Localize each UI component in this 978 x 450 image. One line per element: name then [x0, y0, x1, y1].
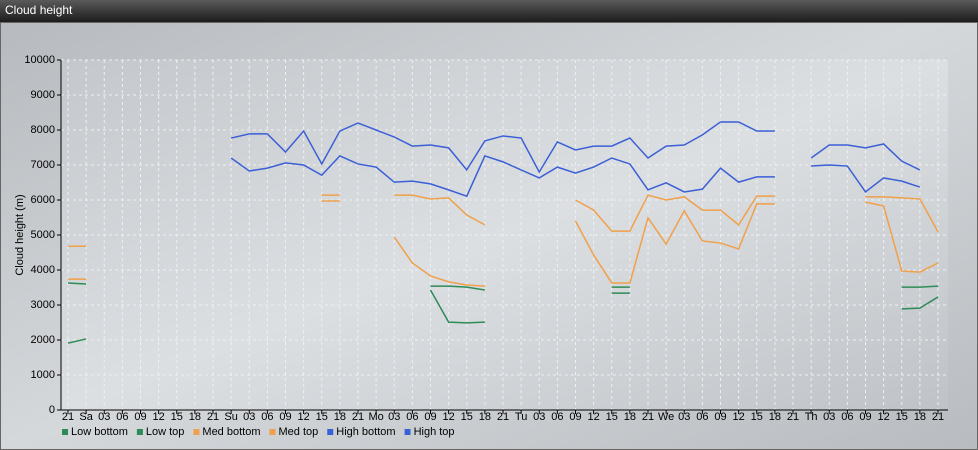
x-tick-label: 18 — [769, 411, 781, 423]
legend-label: High bottom — [336, 426, 395, 438]
x-tick-label: 15 — [171, 411, 183, 423]
series-line — [68, 194, 939, 247]
x-tick-label: 06 — [116, 411, 128, 423]
x-tick-label: 21 — [497, 411, 509, 423]
x-tick-label: 06 — [261, 411, 273, 423]
series-line — [67, 289, 939, 344]
x-tick-label: 12 — [733, 411, 745, 423]
x-tick-label: 15 — [606, 411, 618, 423]
x-tick-label: 18 — [334, 411, 346, 423]
x-tick-label: 21 — [62, 411, 74, 423]
x-tick-label: 09 — [714, 411, 726, 423]
y-tick-label: 6000 — [31, 194, 55, 206]
x-tick-label: 21 — [932, 411, 944, 423]
series-line — [68, 200, 939, 287]
legend-label: Low top — [146, 426, 185, 438]
y-tick-label: 1000 — [31, 369, 55, 381]
legend-swatch — [327, 429, 334, 435]
x-tick-label: 18 — [914, 411, 926, 423]
x-tick-label: We — [658, 411, 674, 423]
x-tick-label: Su — [224, 411, 237, 423]
x-tick-label: 06 — [841, 411, 853, 423]
legend-swatch — [62, 429, 68, 435]
legend-label: High top — [414, 426, 455, 438]
series-line — [230, 121, 921, 174]
x-tick-label: 15 — [751, 411, 763, 423]
chart-title: Cloud height — [5, 3, 73, 17]
y-tick-label: 3000 — [31, 299, 55, 311]
x-tick-label: 21 — [642, 411, 654, 423]
x-tick-label: 12 — [153, 411, 165, 423]
legend-label: Low bottom — [71, 426, 128, 438]
x-tick-label: 09 — [279, 411, 291, 423]
y-tick-label: 5000 — [31, 229, 55, 241]
x-tick-label: 03 — [98, 411, 110, 423]
x-tick-label: 21 — [352, 411, 364, 423]
x-tick-label: 21 — [787, 411, 799, 423]
x-tick-label: 15 — [461, 411, 473, 423]
x-tick-label: 12 — [298, 411, 310, 423]
x-tick-label: 15 — [896, 411, 908, 423]
y-tick-label: 8000 — [31, 124, 55, 136]
x-tick-label: Th — [805, 411, 818, 423]
y-tick-label: 2000 — [31, 334, 55, 346]
x-tick-label: 09 — [859, 411, 871, 423]
x-tick-label: 06 — [551, 411, 563, 423]
y-tick-label: 4000 — [31, 264, 55, 276]
x-tick-label: 03 — [388, 411, 400, 423]
x-tick-label: Sa — [79, 411, 93, 423]
x-tick-label: 12 — [588, 411, 600, 423]
x-tick-label: 03 — [533, 411, 545, 423]
y-axis-label: Cloud height (m) — [14, 194, 26, 275]
x-tick-label: 03 — [823, 411, 835, 423]
x-tick-label: 09 — [424, 411, 436, 423]
legend-swatch — [136, 429, 143, 435]
x-tick-label: 09 — [134, 411, 146, 423]
x-tick-label: 18 — [624, 411, 636, 423]
x-tick-label: 09 — [569, 411, 581, 423]
legend-swatch — [193, 429, 200, 435]
x-tick-label: 06 — [406, 411, 418, 423]
x-tick-label: Tu — [515, 411, 527, 423]
y-tick-label: 10000 — [24, 54, 55, 66]
y-tick-label: 7000 — [31, 159, 55, 171]
y-tick-label: 9000 — [31, 89, 55, 101]
legend-swatch — [404, 429, 411, 435]
x-tick-label: 03 — [678, 411, 690, 423]
x-tick-label: Mo — [368, 411, 383, 423]
x-tick-label: 12 — [878, 411, 890, 423]
series-line — [230, 154, 921, 198]
legend-label: Med top — [279, 426, 319, 438]
x-tick-label: 06 — [696, 411, 708, 423]
x-tick-label: 15 — [316, 411, 328, 423]
legend-swatch — [269, 429, 276, 435]
y-tick-label: 0 — [49, 404, 55, 416]
header-bar — [0, 0, 978, 22]
legend-label: Med bottom — [202, 426, 260, 438]
x-tick-label: 21 — [207, 411, 219, 423]
x-tick-label: 03 — [243, 411, 255, 423]
x-tick-label: 12 — [443, 411, 455, 423]
x-tick-label: 18 — [189, 411, 201, 423]
x-tick-label: 18 — [479, 411, 491, 423]
series-line — [67, 282, 939, 291]
